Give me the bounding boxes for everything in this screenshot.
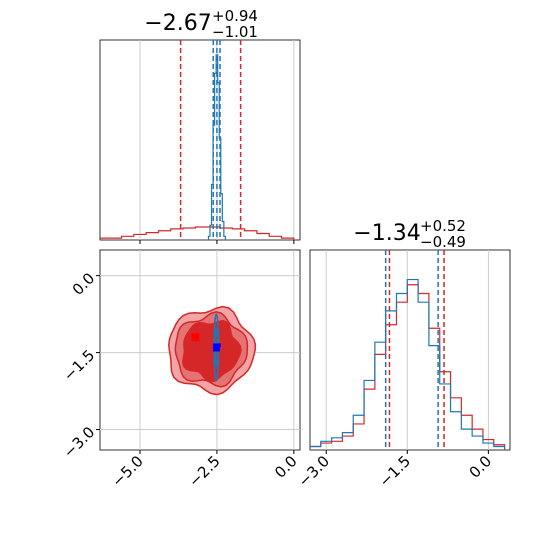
right-x-tick-label-0: −3.0 (295, 452, 333, 490)
histogram-panel-1-frame (99, 39, 301, 241)
histogram-panel-2-frame (309, 249, 511, 451)
mid-y-tick-label-0: 0.0 (69, 269, 99, 299)
histogram-panel-2-content (310, 250, 506, 450)
contour-panel: −5.0 −2.5 0.0 0.0 −1.5 −3.0 (60, 249, 301, 491)
contour-panel-content (168, 305, 257, 396)
histogram-panel-1-content (100, 40, 295, 240)
top-hist-series-0 (100, 226, 295, 240)
blue-marker (212, 343, 221, 352)
histogram-panel-1-title: −2.67 (144, 11, 211, 36)
right-x-tick-label-1: −1.5 (376, 452, 414, 490)
mid-y-tick-label-1: −1.5 (60, 346, 98, 384)
title-2-main: −1.34 (353, 221, 420, 246)
title-1-sup: +0.94 (212, 7, 258, 25)
extra-marker-0 (220, 347, 227, 353)
contour-panel-y-ticks: 0.0 −1.5 −3.0 (60, 269, 100, 462)
top-hist-series-1 (206, 54, 227, 240)
mid-x-tick-label-0: −5.0 (108, 452, 146, 490)
contour-panel-x-ticks: −5.0 −2.5 0.0 (108, 450, 301, 491)
histogram-panel-2-x-ticks: −3.0 −1.5 0.0 (295, 450, 496, 491)
mid-y-tick-label-2: −3.0 (60, 423, 98, 461)
histogram-panel-1: −2.67 +0.94 −1.01 (99, 7, 301, 244)
title-1-sub: −1.01 (212, 23, 258, 41)
histogram-panel-2: −3.0 −1.5 0.0 −1.34 +0.52 −0.49 (295, 217, 511, 491)
mid-x-tick-label-1: −2.5 (185, 452, 223, 490)
title-2-sup: +0.52 (420, 217, 466, 235)
right-x-tick-label-2: 0.0 (466, 452, 496, 482)
red-marker (191, 333, 200, 342)
title-1-main: −2.67 (144, 11, 211, 36)
right-hist-series-1 (310, 278, 506, 450)
title-2-sub: −0.49 (420, 233, 466, 251)
